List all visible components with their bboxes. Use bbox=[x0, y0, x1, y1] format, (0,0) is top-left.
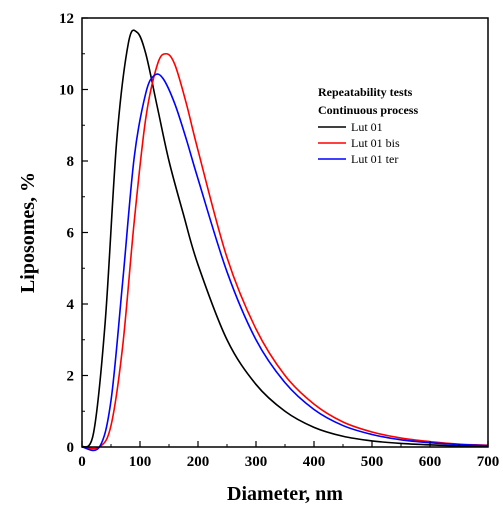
y-tick-label: 8 bbox=[67, 154, 75, 170]
axis-ticks bbox=[81, 17, 489, 448]
x-tick-label: 600 bbox=[419, 454, 442, 470]
y-tick-label: 4 bbox=[67, 297, 75, 313]
x-tick-label: 300 bbox=[245, 454, 268, 470]
y-tick-label: 12 bbox=[59, 11, 74, 27]
legend-items: Lut 01 Lut 01 bis Lut 01 ter bbox=[318, 120, 400, 166]
y-tick-label: 0 bbox=[67, 440, 75, 456]
x-tick-label: 0 bbox=[78, 454, 86, 470]
series-line-3 bbox=[81, 73, 489, 452]
plot-series-layer bbox=[81, 29, 489, 452]
x-tick-label: 700 bbox=[477, 454, 500, 470]
axis-tick-labels: 0 100 200 300 400 500 600 700 0 2 4 6 8 10 12 bbox=[59, 11, 499, 470]
legend: Repeatability tests Continuous process L… bbox=[318, 85, 418, 166]
x-axis-title: Diameter, nm bbox=[227, 483, 343, 505]
series-line-1 bbox=[81, 29, 489, 448]
x-tick-label: 200 bbox=[187, 454, 210, 470]
legend-title-line-1: Repeatability tests bbox=[318, 85, 413, 99]
x-tick-label: 100 bbox=[129, 454, 152, 470]
x-tick-label: 400 bbox=[303, 454, 326, 470]
y-tick-label: 10 bbox=[59, 83, 74, 99]
series-line-2 bbox=[81, 52, 489, 450]
y-tick-label: 6 bbox=[67, 226, 75, 242]
legend-label: Lut 01 bis bbox=[351, 136, 400, 150]
legend-label: Lut 01 bbox=[351, 120, 383, 134]
x-tick-label: 500 bbox=[361, 454, 384, 470]
y-tick-label: 2 bbox=[67, 369, 75, 385]
y-axis-title: Liposomes, % bbox=[17, 172, 39, 293]
legend-label: Lut 01 ter bbox=[351, 152, 398, 166]
legend-title-line-2: Continuous process bbox=[318, 103, 418, 117]
